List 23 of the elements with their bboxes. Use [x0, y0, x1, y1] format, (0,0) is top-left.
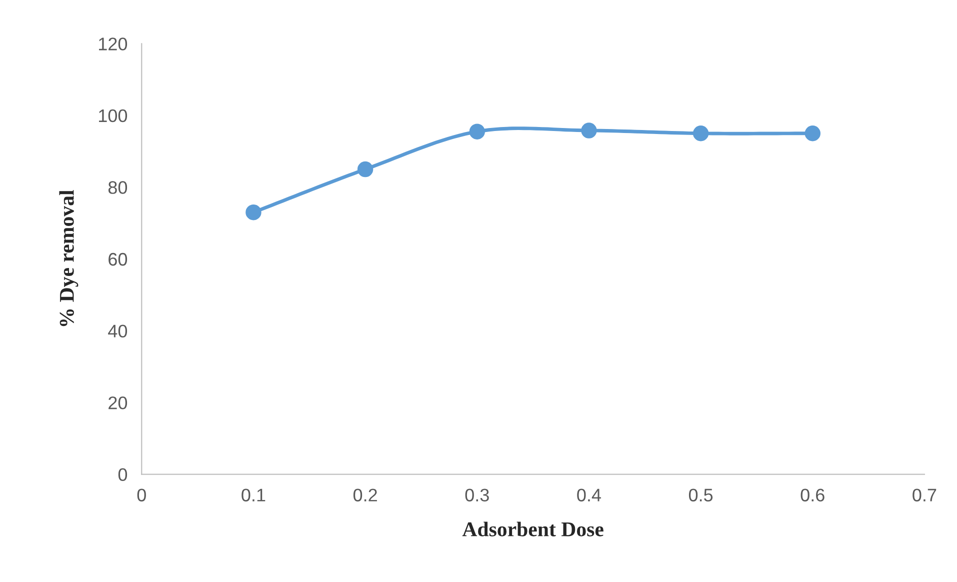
- point: [804, 126, 820, 142]
- point: [246, 204, 262, 220]
- x-axis-title: Adsorbent Dose: [462, 522, 604, 536]
- y-axis-title: % Dye removal: [59, 190, 78, 326]
- x-tick-label: 0: [137, 488, 146, 502]
- y-tick-label: 80: [108, 181, 128, 194]
- x-tick-label: 0.5: [688, 488, 713, 502]
- x-tick-label: 0.6: [800, 488, 824, 502]
- x-tick-label: 0.2: [353, 488, 377, 502]
- y-tick-label: 20: [108, 396, 128, 410]
- point: [357, 161, 374, 178]
- x-tick-label: 0.7: [912, 488, 936, 502]
- x-tick-label: 0.1: [242, 488, 266, 502]
- x-tick-label: 0.4: [577, 488, 601, 502]
- y-tick-label: 60: [108, 252, 128, 266]
- y-tick-label: 100: [99, 109, 128, 122]
- x-tick-label: 0.3: [465, 488, 489, 502]
- point: [581, 122, 597, 138]
- y-tick-label: 40: [108, 324, 128, 338]
- y-tick-label: 120: [99, 38, 128, 50]
- y-tick-label: 0: [118, 468, 128, 482]
- point: [692, 126, 709, 142]
- point: [469, 124, 485, 140]
